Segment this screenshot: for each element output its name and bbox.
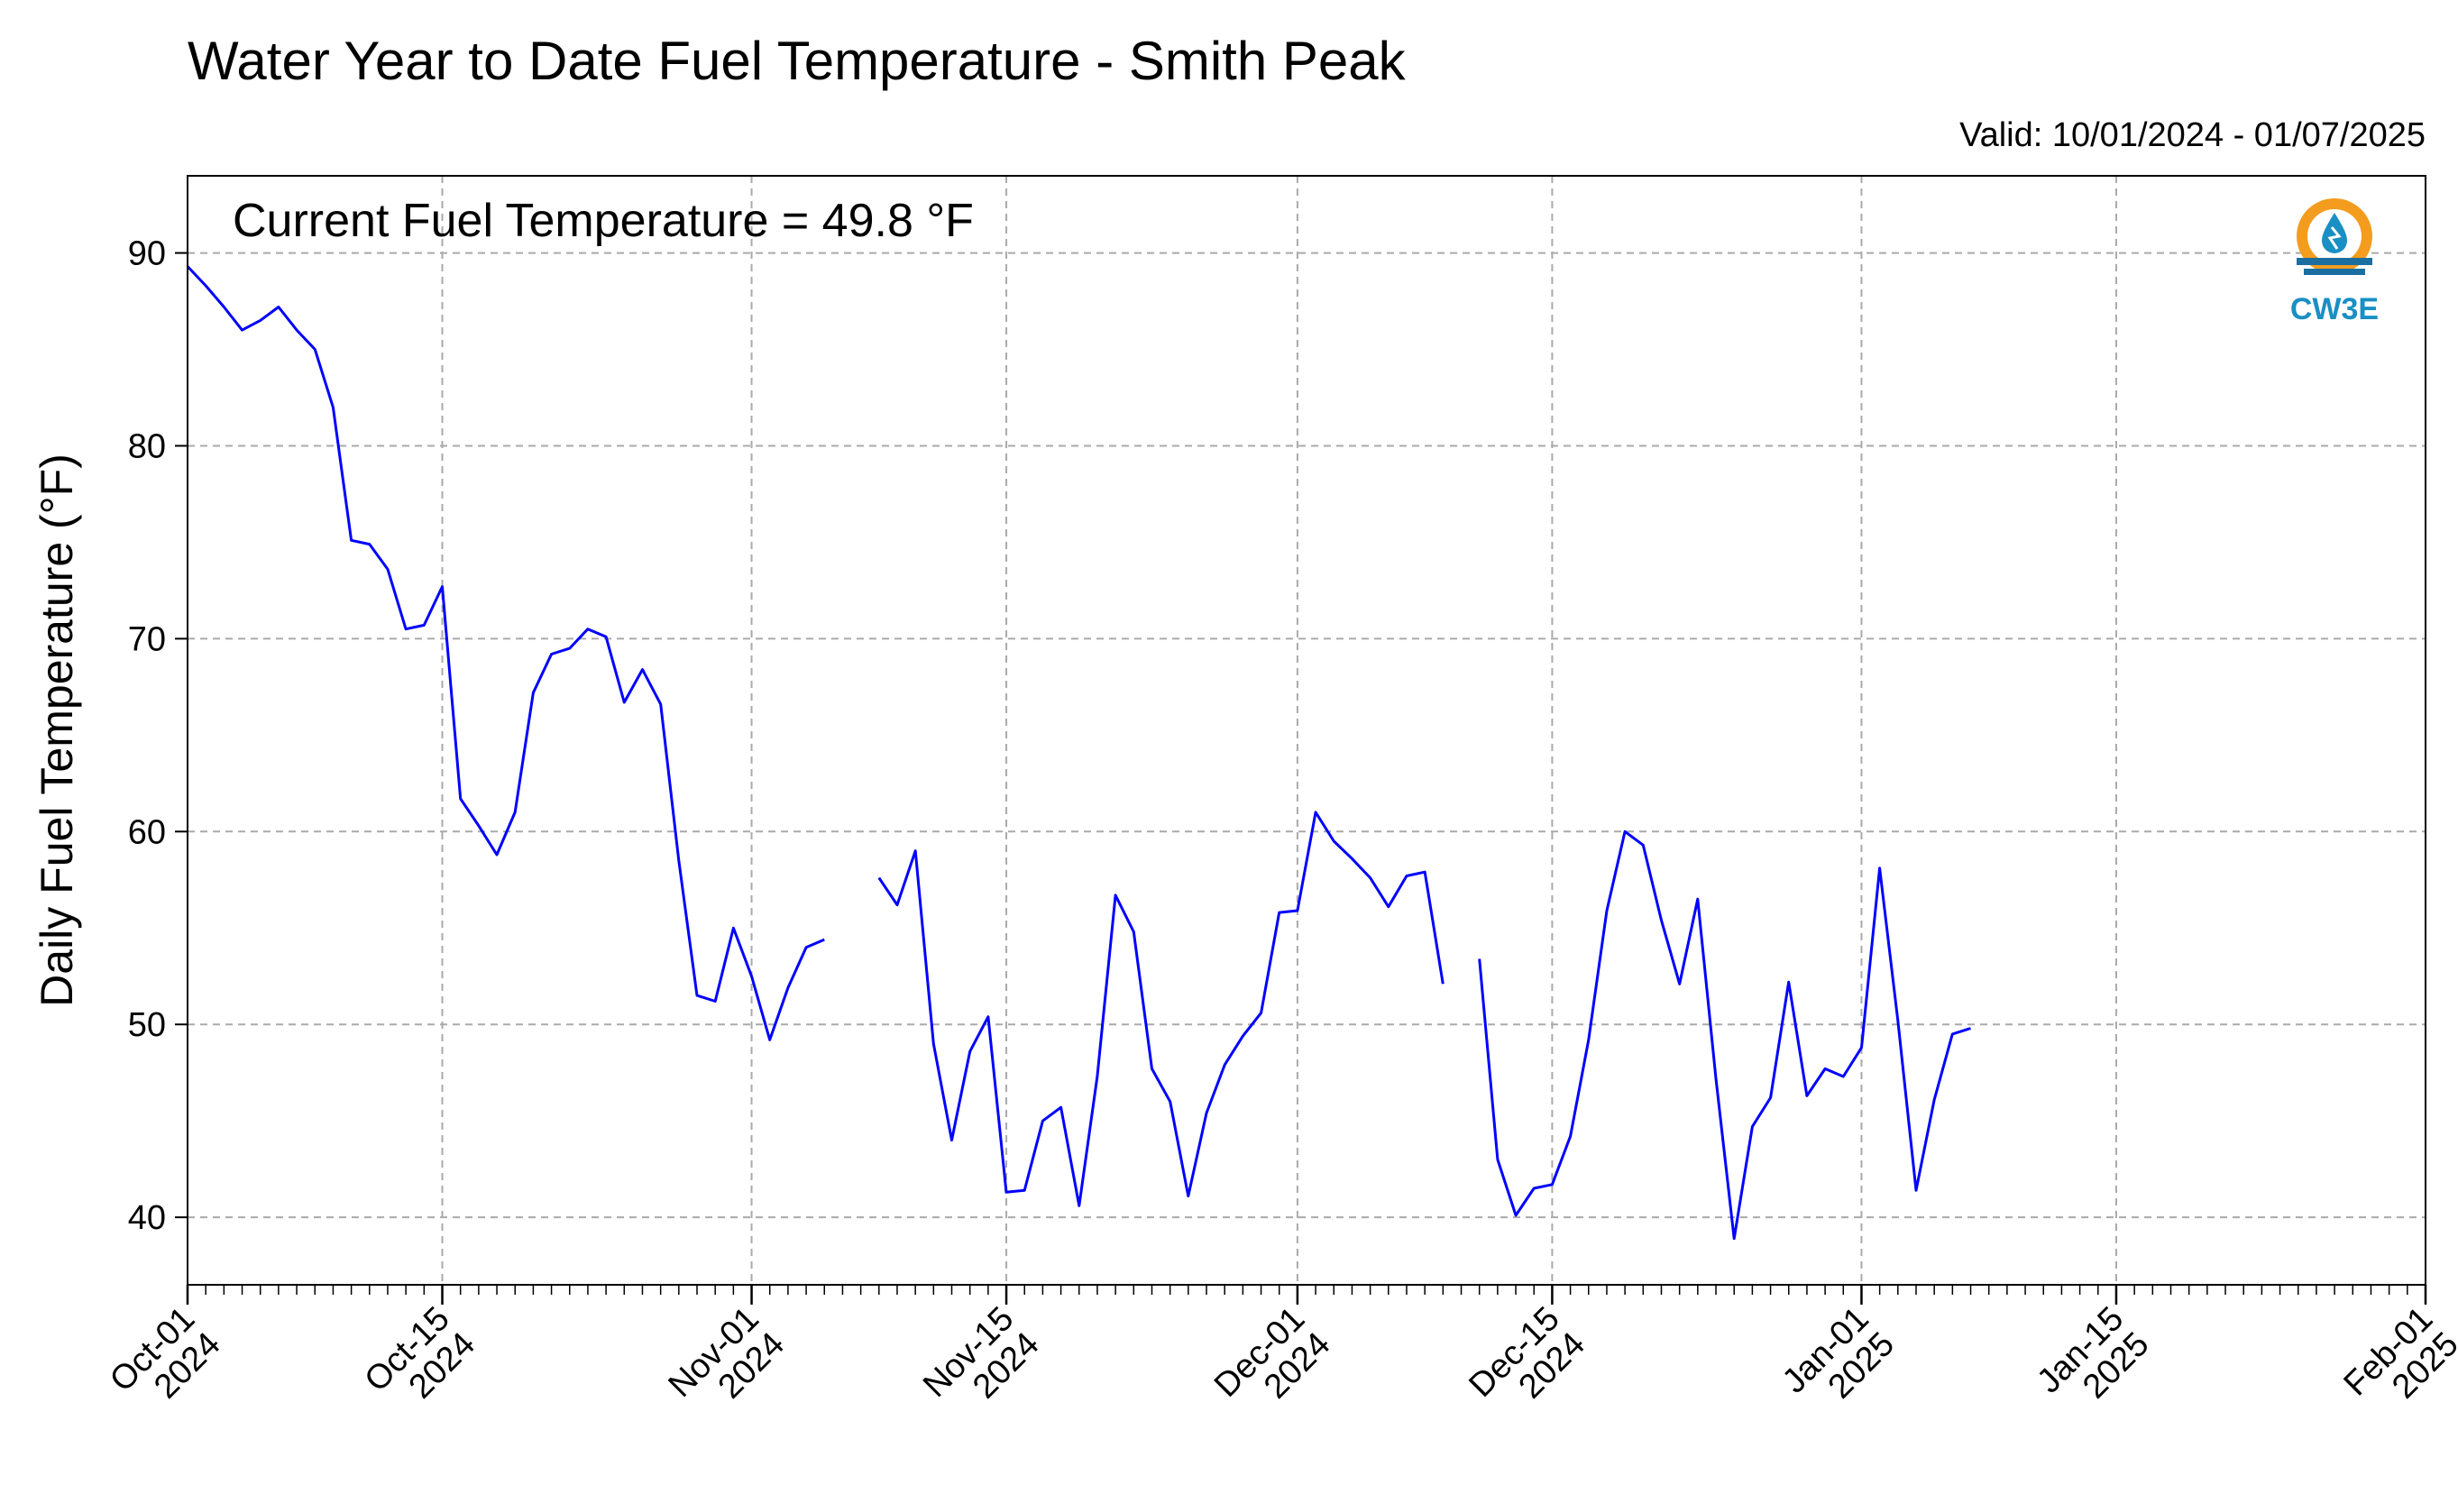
fuel-temperature-line (186, 265, 825, 1041)
y-axis-label: Daily Fuel Temperature (°F) (32, 454, 82, 1007)
valid-date-range: Valid: 10/01/2024 - 01/07/2025 (1959, 116, 2426, 154)
y-axis-ticks: 40 50 60 70 80 90 (128, 235, 188, 1237)
water-drop-icon (2322, 213, 2347, 253)
chart-title: Water Year to Date Fuel Temperature - Sm… (188, 31, 1407, 91)
y-tick-label: 90 (128, 235, 166, 273)
logo-wave-icon (2297, 258, 2372, 265)
y-tick-label: 80 (128, 427, 166, 465)
fuel-temperature-line (1478, 829, 1971, 1241)
y-tick-label: 70 (128, 620, 166, 658)
fuel-temperature-line (877, 811, 1445, 1207)
series-lines (186, 265, 1971, 1241)
logo-text: CW3E (2290, 292, 2379, 326)
current-fuel-temperature-annotation: Current Fuel Temperature = 49.8 °F (233, 195, 974, 247)
y-tick-label: 60 (128, 813, 166, 851)
cw3e-logo: CW3E (2290, 198, 2379, 326)
y-tick-label: 40 (128, 1199, 166, 1237)
y-tick-label: 50 (128, 1006, 166, 1044)
plot-frame (187, 175, 2426, 1286)
